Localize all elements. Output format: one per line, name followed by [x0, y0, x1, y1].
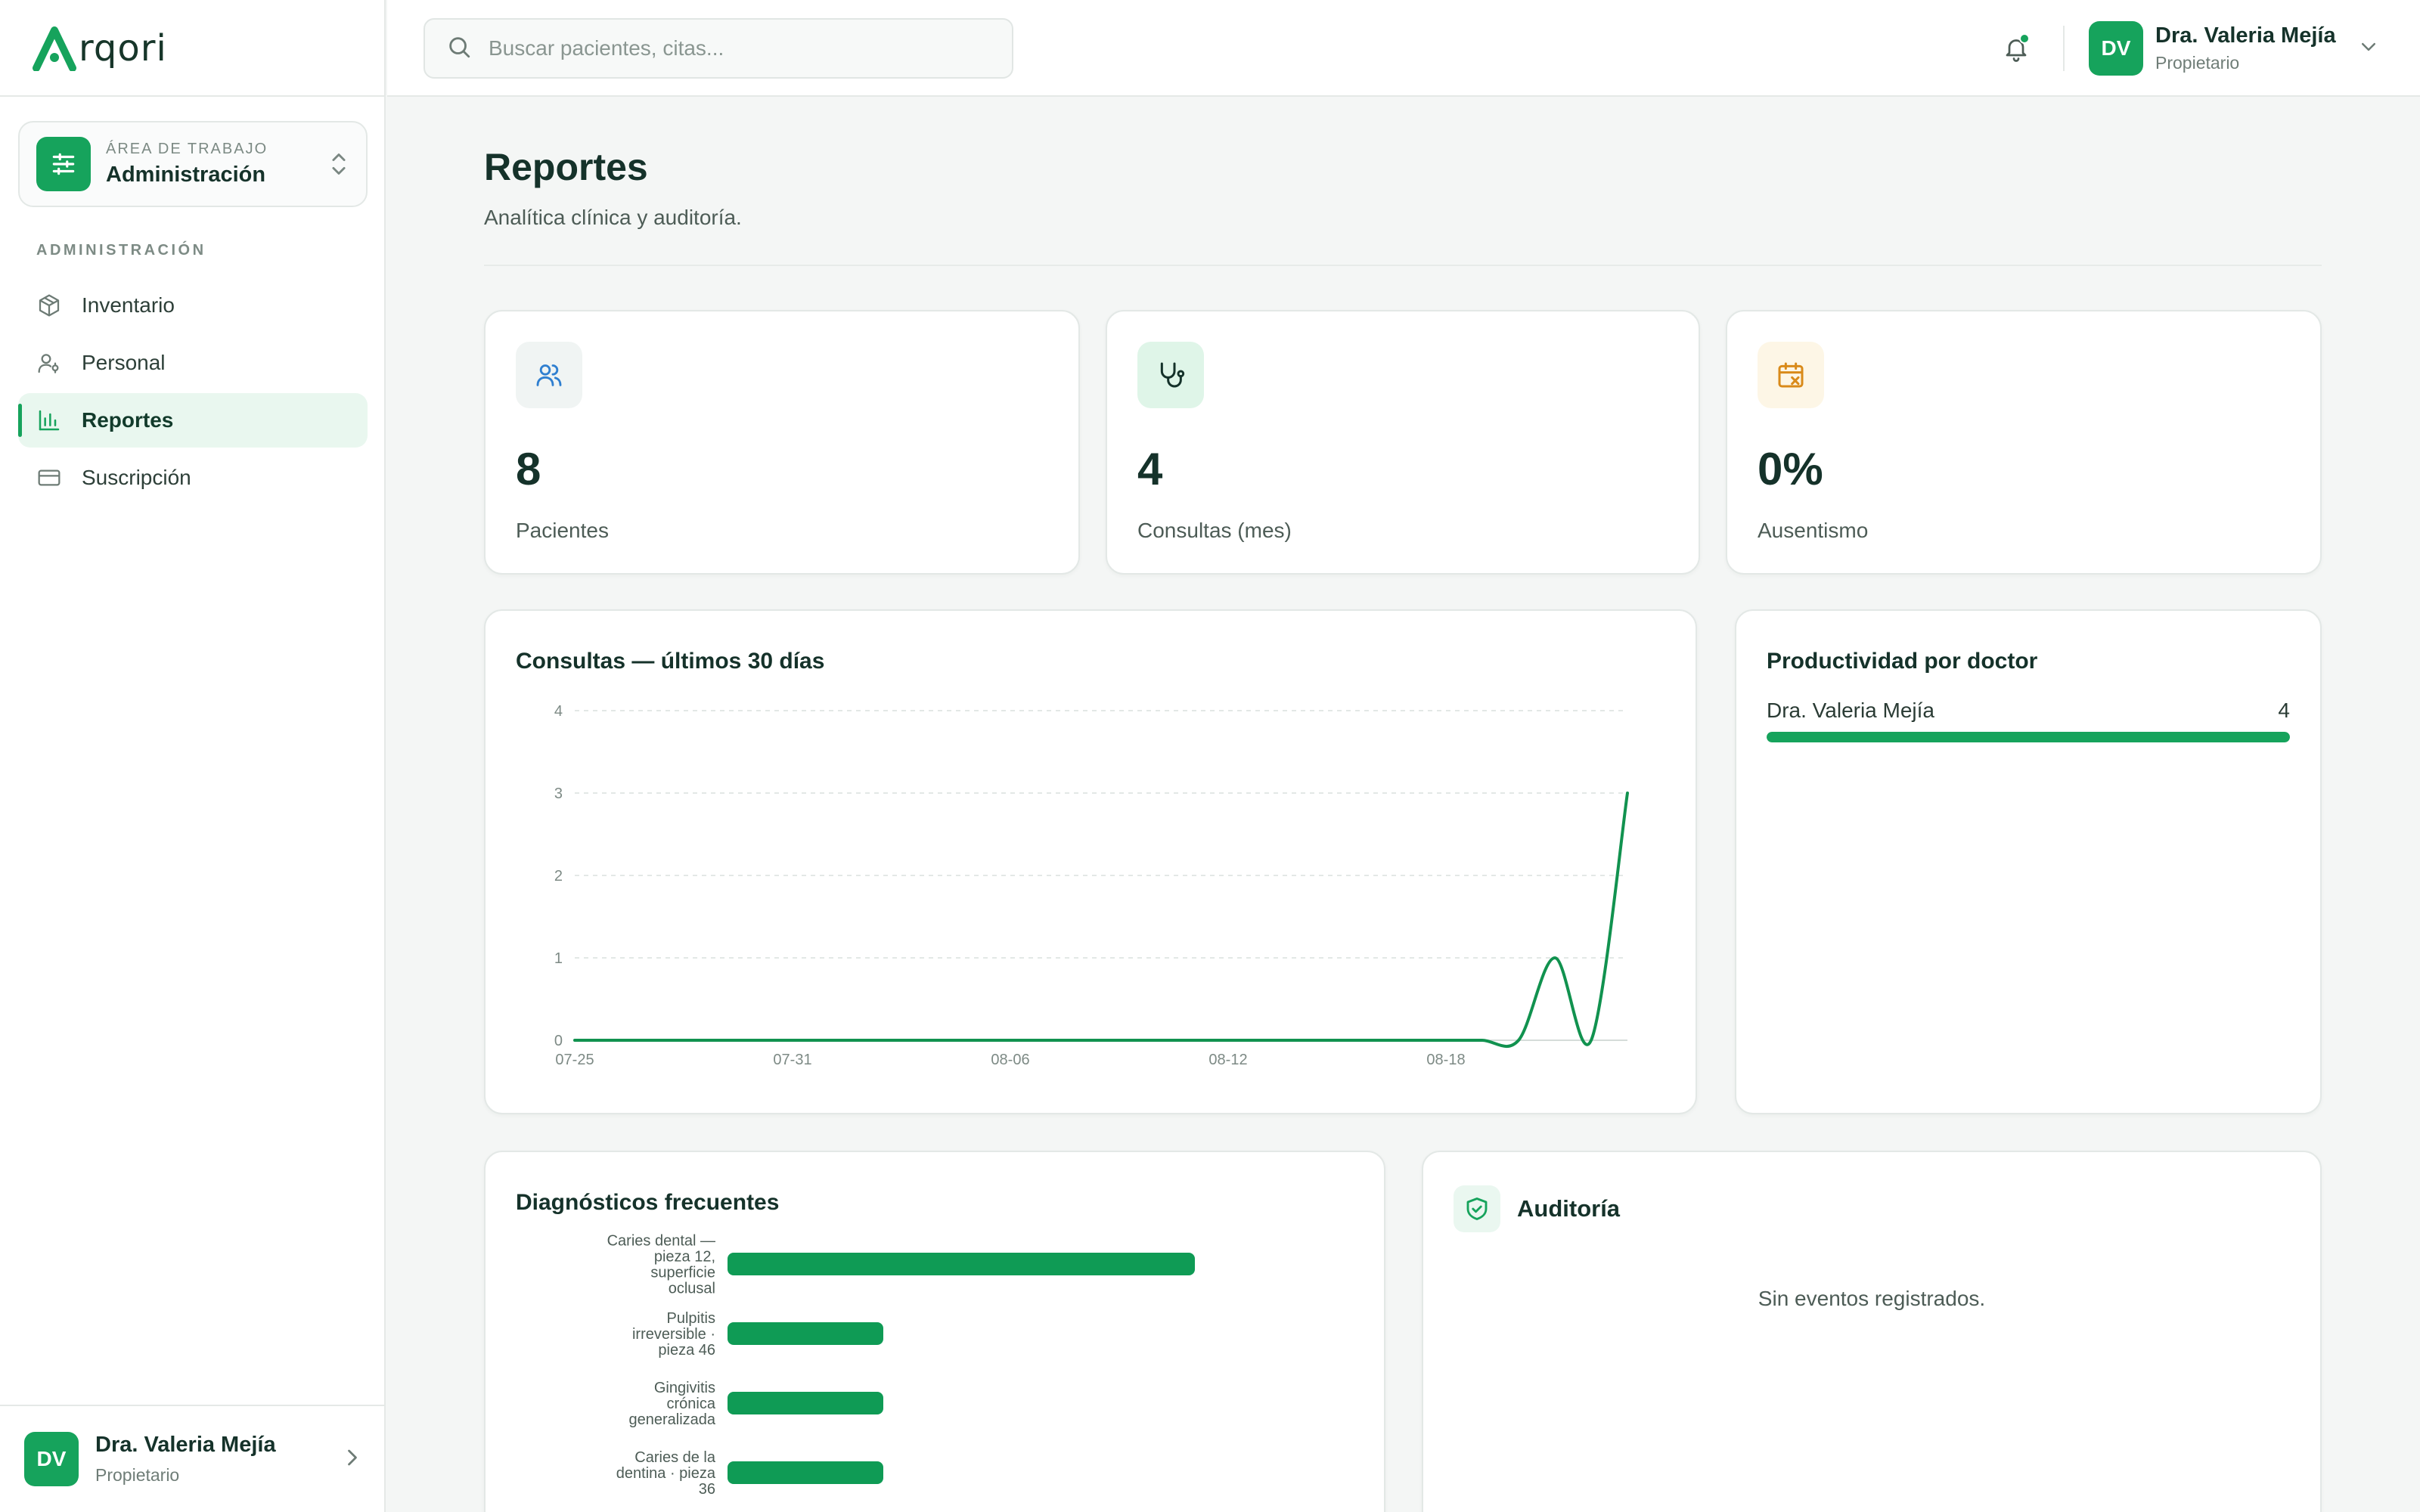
workspace-name: Administración	[106, 163, 266, 187]
sidebar: rqori ÁREA DE TRABAJO Administración ADM…	[0, 0, 386, 1512]
productividad-title: Productividad por doctor	[1767, 649, 2038, 674]
y-tick-label: 2	[554, 868, 563, 885]
sidebar-item-label: Personal	[82, 351, 166, 374]
logo-text: rqori	[79, 27, 167, 70]
search-icon	[446, 34, 472, 64]
diagnosis-label: Caries dental — pieza 12, superficie oclusa…	[607, 1234, 715, 1297]
users-icon	[516, 342, 582, 408]
auditoria-card: Auditoría Sin eventos registrados.	[1422, 1151, 2322, 1512]
diagnosis-bar	[728, 1253, 1195, 1275]
consultas-line-chart: 0 1 2 3 4 07-25 07-31 08-06 08-12 08-18	[554, 703, 1629, 1068]
user-name: Dra. Valeria Mejía	[2155, 23, 2336, 48]
sidebar-user-profile[interactable]: DV Dra. Valeria Mejía Propietario	[0, 1405, 386, 1512]
diagnosis-label: Gingivitis crónica generalizada	[628, 1380, 715, 1428]
sidebar-item-reportes[interactable]: Reportes	[18, 393, 368, 448]
y-tick-label: 0	[554, 1033, 563, 1049]
stethoscope-icon	[1137, 342, 1204, 408]
diagnosis-label: Caries de la dentina · pieza 36	[616, 1449, 716, 1498]
doctor-progress-track	[1767, 732, 2290, 742]
workspace-switcher[interactable]: ÁREA DE TRABAJO Administración	[18, 121, 368, 207]
doctor-count: 4	[2278, 699, 2290, 722]
diagnosticos-card: Diagnósticos frecuentes Caries dental — p…	[484, 1151, 1385, 1512]
chart-title: Consultas — últimos 30 días	[516, 649, 825, 674]
app-logo[interactable]: rqori	[32, 24, 167, 73]
x-tick-label: 08-12	[1208, 1052, 1247, 1068]
doctor-progress-fill	[1767, 732, 2290, 742]
diagnosis-bar	[728, 1322, 883, 1345]
sidebar-item-suscripcion[interactable]: Suscripción	[18, 451, 368, 505]
search-input[interactable]	[489, 36, 1003, 60]
notifications-button[interactable]	[1998, 30, 2034, 67]
nav-section-label: ADMINISTRACIÓN	[36, 242, 206, 259]
doctor-name: Dra. Valeria Mejía	[1767, 699, 1935, 722]
sidebar-item-label: Reportes	[82, 408, 174, 432]
sidebar-divider	[0, 95, 386, 97]
x-tick-label: 07-31	[773, 1052, 811, 1068]
auditoria-empty-state: Sin eventos registrados.	[1758, 1287, 1986, 1310]
auditoria-title: Auditoría	[1517, 1195, 1621, 1222]
avatar: DV	[2089, 21, 2143, 76]
y-tick-label: 4	[554, 703, 563, 720]
y-tick-label: 1	[554, 950, 563, 967]
box-icon	[36, 293, 62, 318]
x-tick-label: 08-18	[1426, 1052, 1465, 1068]
stat-card-consultas: 4 Consultas (mes)	[1106, 310, 1700, 575]
logo-mark-icon	[33, 26, 76, 71]
chevron-up-down-icon	[328, 149, 349, 179]
stat-card-pacientes: 8 Pacientes	[484, 310, 1080, 575]
diagnosis-label: Pulpitis irreversible · pieza 46	[632, 1310, 715, 1359]
sidebar-item-personal[interactable]: Personal	[18, 336, 368, 390]
notification-dot	[2019, 33, 2030, 44]
y-tick-label: 3	[554, 785, 563, 802]
series-line	[573, 792, 1629, 1049]
calendar-x-icon	[1758, 342, 1824, 408]
x-tick-label: 08-06	[991, 1052, 1029, 1068]
avatar: DV	[24, 1432, 79, 1486]
topbar-divider	[2063, 26, 2065, 71]
top-bar: DV Dra. Valeria Mejía Propietario	[387, 0, 2420, 97]
staff-icon	[36, 350, 62, 376]
x-tick-label: 07-25	[555, 1052, 594, 1068]
user-name: Dra. Valeria Mejía	[95, 1433, 276, 1457]
credit-card-icon	[36, 465, 62, 491]
user-role: Propietario	[95, 1465, 180, 1485]
stat-card-ausentismo: 0% Ausentismo	[1726, 310, 2322, 575]
stat-label: Ausentismo	[1758, 519, 1869, 542]
user-role: Propietario	[2155, 53, 2240, 73]
sidebar-nav: Inventario Personal Reportes	[18, 278, 368, 508]
page-title: Reportes	[484, 146, 648, 188]
chevron-right-icon	[346, 1448, 358, 1470]
sidebar-item-label: Inventario	[82, 293, 175, 317]
diagnosticos-bar-chart: Caries dental — pieza 12, superficie oclusa…	[607, 1234, 1195, 1498]
chevron-down-icon	[2360, 42, 2377, 56]
bell-icon	[2006, 39, 2027, 62]
stat-value: 4	[1137, 444, 1163, 494]
stat-label: Pacientes	[516, 519, 609, 542]
page-subtitle: Analítica clínica y auditoría.	[484, 206, 742, 229]
consultas-chart-card: Consultas — últimos 30 días 0 1 2 3 4 07-25 07…	[484, 609, 1697, 1114]
page-divider	[484, 265, 2322, 266]
shield-check-icon	[1454, 1185, 1500, 1232]
sliders-icon	[36, 137, 91, 191]
stat-value: 8	[516, 444, 541, 494]
stat-value: 0%	[1758, 444, 1823, 494]
user-menu[interactable]: DV Dra. Valeria Mejía Propietario	[2089, 21, 2377, 76]
diagnosticos-title: Diagnósticos frecuentes	[516, 1190, 780, 1215]
bar-chart-icon	[36, 407, 62, 433]
workspace-caption: ÁREA DE TRABAJO	[106, 141, 268, 157]
stat-label: Consultas (mes)	[1137, 519, 1292, 542]
doctor-row: Dra. Valeria Mejía 4	[1767, 699, 2290, 723]
sidebar-item-inventario[interactable]: Inventario	[18, 278, 368, 333]
sidebar-item-label: Suscripción	[82, 466, 191, 489]
diagnosis-bar	[728, 1392, 883, 1414]
search-box[interactable]	[424, 18, 1013, 79]
diagnosis-bar	[728, 1461, 883, 1484]
productividad-card: Productividad por doctor Dra. Valeria Me…	[1735, 609, 2322, 1114]
